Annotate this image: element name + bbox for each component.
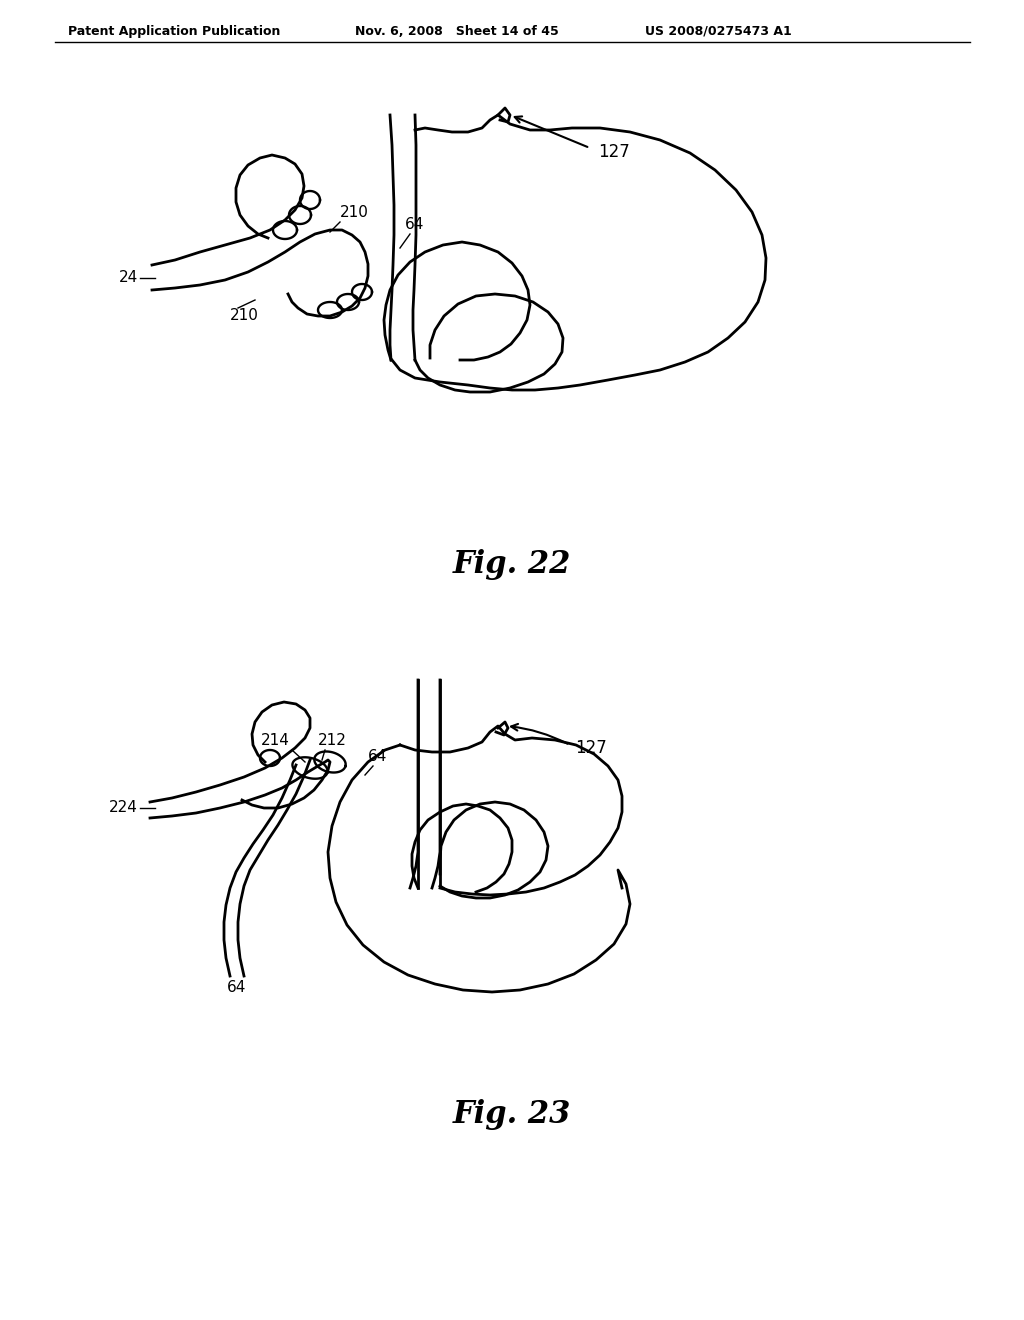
Text: 64: 64 <box>368 748 387 764</box>
Text: 24: 24 <box>119 271 138 285</box>
Text: 212: 212 <box>318 733 347 748</box>
Text: Patent Application Publication: Patent Application Publication <box>68 25 281 38</box>
Text: 224: 224 <box>110 800 138 816</box>
Text: 210: 210 <box>230 308 259 323</box>
Text: 210: 210 <box>340 205 369 220</box>
Text: 127: 127 <box>575 739 607 756</box>
Text: 64: 64 <box>227 979 247 995</box>
Text: US 2008/0275473 A1: US 2008/0275473 A1 <box>645 25 792 38</box>
Text: Fig. 23: Fig. 23 <box>453 1100 571 1130</box>
Text: 127: 127 <box>598 143 630 161</box>
Text: 64: 64 <box>406 216 424 232</box>
Text: Fig. 22: Fig. 22 <box>453 549 571 581</box>
Text: Nov. 6, 2008   Sheet 14 of 45: Nov. 6, 2008 Sheet 14 of 45 <box>355 25 559 38</box>
Text: 214: 214 <box>261 733 290 748</box>
